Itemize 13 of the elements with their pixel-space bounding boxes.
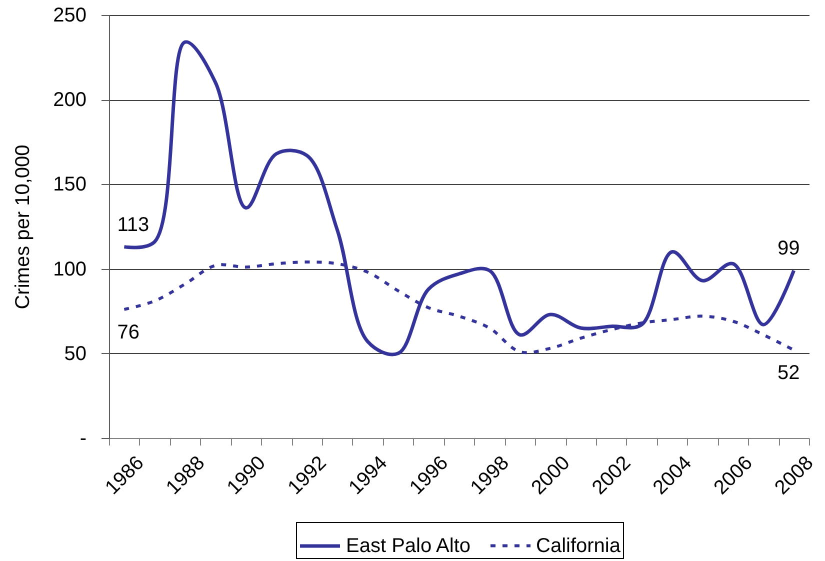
data-label: 113 xyxy=(117,214,150,236)
y-tick-label: 200 xyxy=(53,89,86,112)
y-axis-title: Crimes per 10,000 xyxy=(12,144,34,310)
y-tick-label: 250 xyxy=(53,4,86,26)
y-tick-label: 150 xyxy=(53,174,86,196)
legend-label: East Palo Alto xyxy=(346,535,471,557)
data-label: 99 xyxy=(778,237,800,260)
y-tick-label: 100 xyxy=(53,258,86,280)
data-label: 52 xyxy=(778,362,800,384)
y-tick-label: 50 xyxy=(64,342,86,365)
legend-label: California xyxy=(536,534,622,557)
y-tick-label: - xyxy=(80,428,86,450)
data-label: 76 xyxy=(117,321,140,344)
